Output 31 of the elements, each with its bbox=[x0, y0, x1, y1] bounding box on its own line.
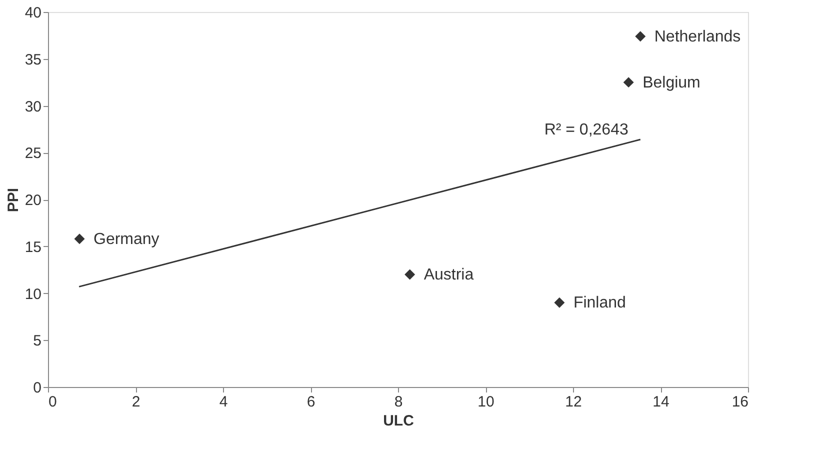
annotation: Germany bbox=[94, 230, 160, 248]
x-tick-label: 0 bbox=[48, 394, 57, 410]
y-tick-label: 5 bbox=[33, 332, 42, 350]
x-tick-label: 16 bbox=[732, 394, 748, 410]
point bbox=[635, 31, 646, 42]
y-axis-title: PPI bbox=[4, 188, 22, 212]
y-tick-label: 20 bbox=[24, 192, 42, 209]
annotation: Belgium bbox=[642, 74, 700, 92]
x-tick-label: 6 bbox=[306, 394, 316, 410]
y-tick-label: 40 bbox=[24, 4, 42, 22]
x-axis-title: ULC bbox=[383, 412, 414, 430]
x-tick-label: 14 bbox=[652, 394, 670, 410]
annotation: Finland bbox=[573, 294, 626, 312]
x-tick-label: 8 bbox=[394, 394, 403, 410]
y-tick-label: 30 bbox=[24, 98, 42, 116]
point bbox=[623, 77, 634, 88]
y-tick-label: 15 bbox=[24, 238, 42, 256]
annotation: R² = 0,2643 bbox=[544, 122, 628, 138]
y-tick-label: 25 bbox=[24, 145, 42, 162]
y-tick-label: 10 bbox=[24, 286, 42, 303]
annotation: Netherlands bbox=[654, 28, 741, 46]
x-tick-label: 4 bbox=[219, 394, 228, 410]
point bbox=[74, 234, 85, 244]
annotation: Austria bbox=[424, 266, 474, 284]
y-tick-label: 35 bbox=[24, 51, 42, 68]
x-tick-label: 10 bbox=[478, 394, 494, 410]
y-tick-label: 0 bbox=[33, 380, 42, 396]
x-tick-label: 2 bbox=[132, 394, 140, 410]
point bbox=[554, 297, 565, 308]
x-tick-label: 12 bbox=[565, 394, 582, 410]
point bbox=[404, 269, 416, 280]
